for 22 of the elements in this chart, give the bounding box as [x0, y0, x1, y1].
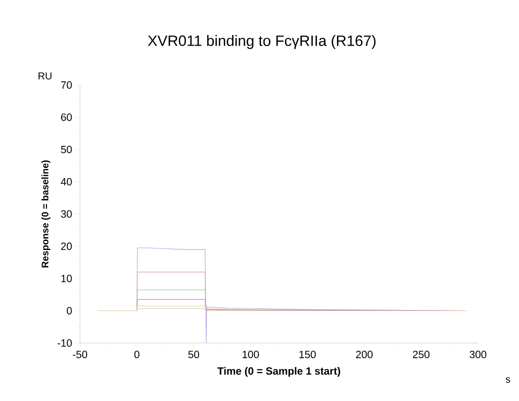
y-tick-label: 10: [61, 274, 72, 282]
y-tick-label: 50: [61, 146, 72, 154]
chart-title: XVR011 binding to FcγRIIa (R167): [148, 35, 376, 49]
x-axis-title: Time (0 = Sample 1 start): [217, 367, 340, 377]
x-tick-label: 150: [300, 350, 316, 358]
x-tick-label: -50: [72, 350, 88, 358]
x-tick-label: 100: [242, 350, 259, 358]
text: RU: [38, 72, 52, 80]
y-tick-label: 0: [66, 307, 72, 314]
y-axis-title: Response (0 = baseline): [41, 160, 50, 268]
y-tick-label: -10: [58, 339, 72, 347]
text: s: [506, 377, 510, 383]
y-tick-label: 20: [61, 242, 72, 250]
x-tick-label: 50: [188, 350, 200, 358]
x-tick-label: 0: [134, 350, 140, 358]
x-tick-label: 300: [470, 350, 486, 358]
y-tick-label: 60: [61, 114, 72, 121]
y-tick-label: 40: [60, 178, 72, 186]
x-tick-label: 200: [356, 350, 373, 358]
x-tick-label: 250: [412, 350, 430, 358]
y-tick-label: 70: [61, 81, 72, 89]
y-tick-label: 30: [60, 210, 72, 218]
